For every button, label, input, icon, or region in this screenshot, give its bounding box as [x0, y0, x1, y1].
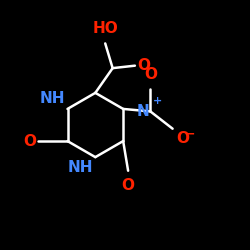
Text: O: O — [144, 67, 157, 82]
Text: NH: NH — [40, 92, 65, 106]
Text: O: O — [137, 58, 150, 73]
Text: NH: NH — [67, 160, 93, 174]
Text: N: N — [136, 104, 149, 119]
Text: O: O — [122, 178, 134, 193]
Text: O: O — [176, 131, 189, 146]
Text: HO: HO — [92, 21, 118, 36]
Text: +: + — [153, 96, 162, 106]
Text: −: − — [185, 128, 196, 140]
Text: O: O — [24, 134, 36, 148]
